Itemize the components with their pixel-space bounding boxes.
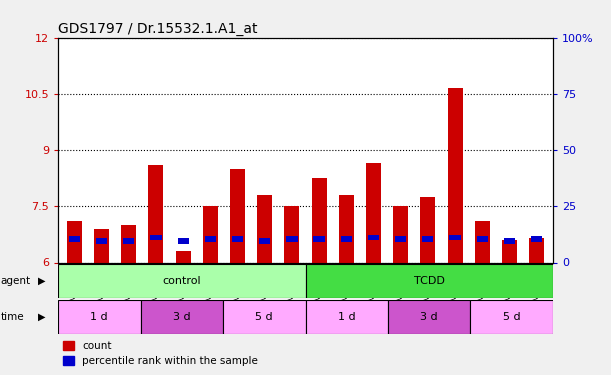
Bar: [450, 235, 461, 240]
Text: GDS1797 / Dr.15532.1.A1_at: GDS1797 / Dr.15532.1.A1_at: [58, 22, 258, 36]
Bar: [259, 238, 270, 244]
Text: 1 d: 1 d: [338, 312, 356, 322]
Bar: [205, 237, 216, 242]
Text: control: control: [163, 276, 201, 286]
Bar: [341, 237, 352, 242]
Bar: [287, 237, 298, 242]
Text: 1 d: 1 d: [90, 312, 108, 322]
Bar: [232, 237, 243, 242]
Bar: [203, 206, 218, 262]
Bar: [531, 237, 542, 242]
Bar: [366, 163, 381, 262]
Text: ▶: ▶: [38, 276, 45, 286]
Bar: [175, 251, 191, 262]
Bar: [393, 206, 408, 262]
Bar: [69, 237, 80, 242]
Bar: [58, 300, 141, 334]
Bar: [422, 237, 433, 242]
Bar: [148, 165, 163, 262]
Bar: [96, 238, 107, 244]
Bar: [306, 264, 553, 298]
Bar: [470, 300, 553, 334]
Bar: [339, 195, 354, 262]
Bar: [257, 195, 272, 262]
Bar: [94, 229, 109, 262]
Bar: [141, 300, 223, 334]
Bar: [395, 237, 406, 242]
Bar: [121, 225, 136, 262]
Bar: [448, 88, 463, 262]
Bar: [313, 237, 324, 242]
Text: 3 d: 3 d: [420, 312, 438, 322]
Bar: [502, 240, 517, 262]
Text: agent: agent: [1, 276, 31, 286]
Bar: [58, 264, 306, 298]
Text: TCDD: TCDD: [414, 276, 445, 286]
Bar: [223, 300, 306, 334]
Text: time: time: [1, 312, 24, 322]
Bar: [529, 238, 544, 262]
Bar: [388, 300, 470, 334]
Bar: [306, 300, 388, 334]
Bar: [67, 221, 82, 262]
Bar: [230, 169, 245, 262]
Legend: count, percentile rank within the sample: count, percentile rank within the sample: [64, 341, 258, 366]
Bar: [312, 178, 326, 262]
Bar: [504, 238, 515, 244]
Bar: [368, 235, 379, 240]
Text: 5 d: 5 d: [255, 312, 273, 322]
Bar: [150, 235, 161, 240]
Bar: [420, 197, 436, 262]
Text: 3 d: 3 d: [173, 312, 191, 322]
Bar: [475, 221, 490, 262]
Bar: [123, 238, 134, 244]
Text: 5 d: 5 d: [503, 312, 521, 322]
Bar: [285, 206, 299, 262]
Text: ▶: ▶: [38, 312, 45, 322]
Bar: [178, 238, 189, 244]
Bar: [477, 237, 488, 242]
